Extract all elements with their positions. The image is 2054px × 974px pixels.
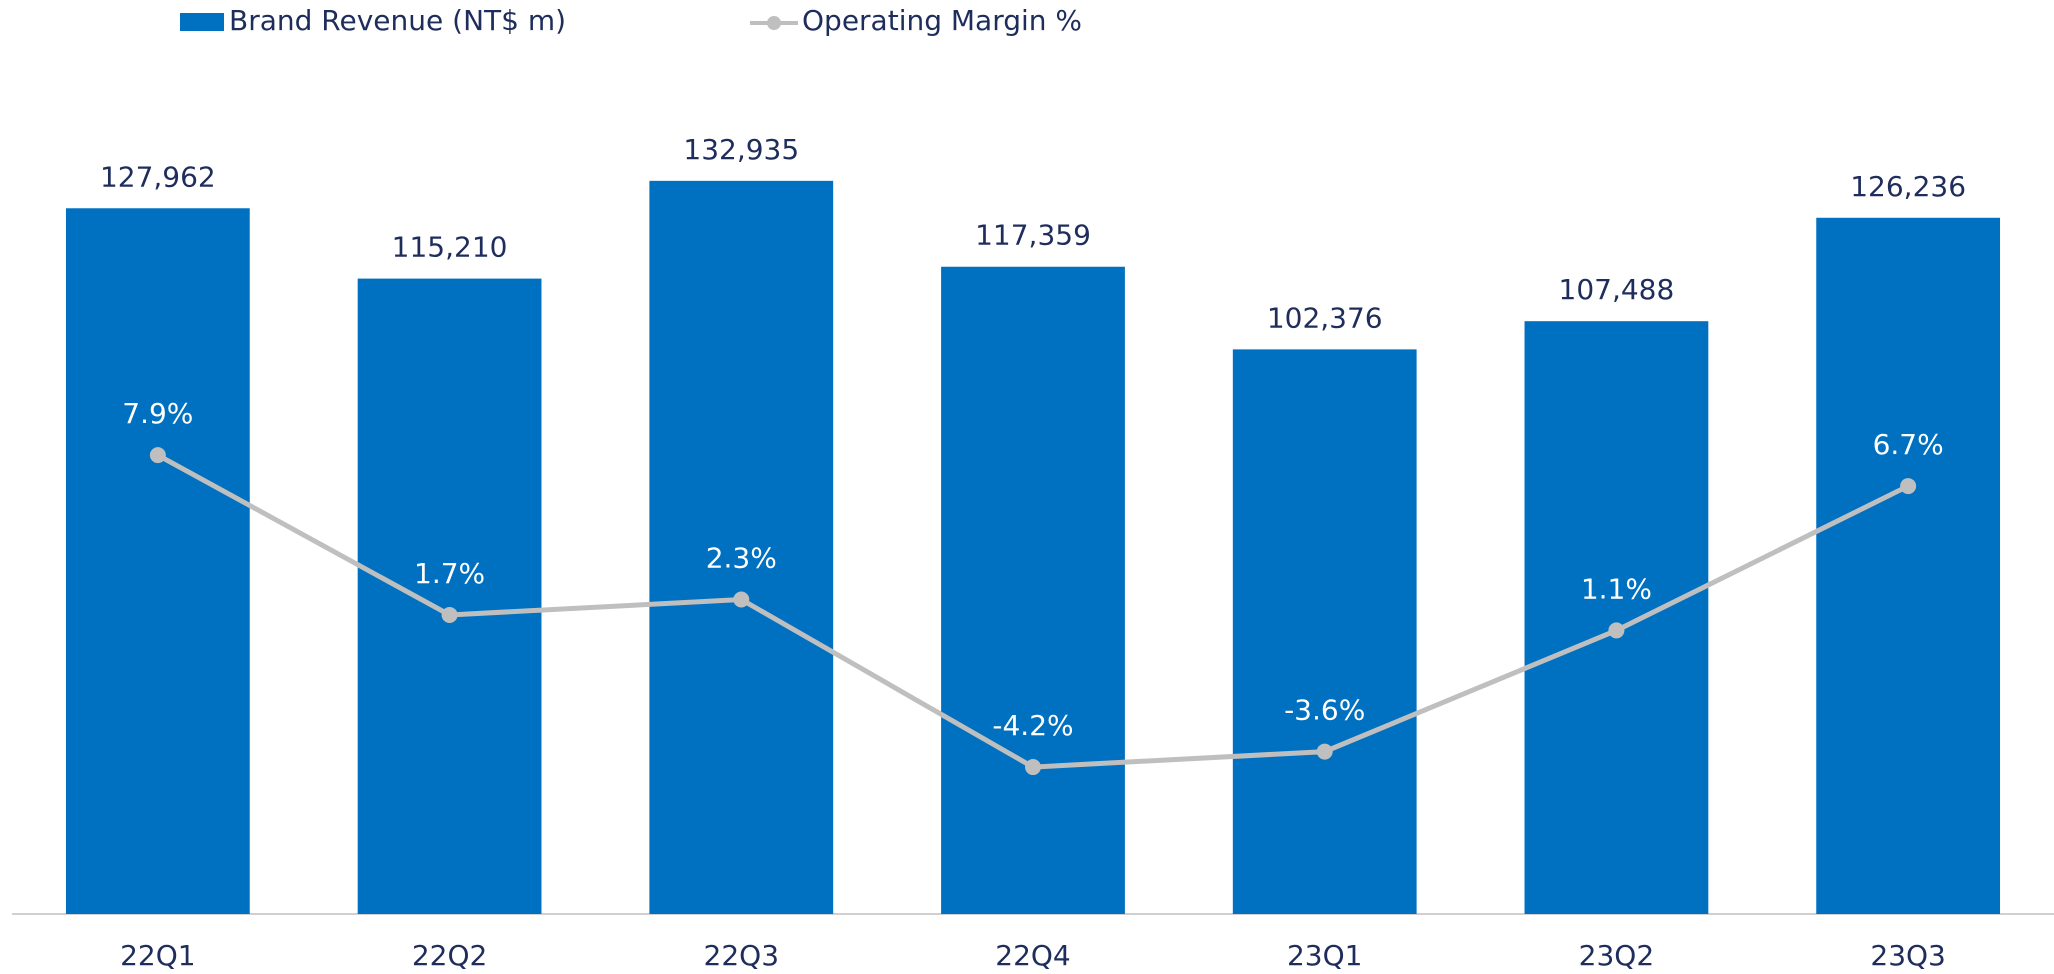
data-label: 6.7% [1873, 428, 1944, 461]
line-point [1316, 743, 1333, 760]
data-label: 102,376 [1267, 301, 1383, 334]
data-label: 1.7% [414, 557, 485, 590]
x-tick-label: 22Q2 [412, 939, 487, 972]
line-point [149, 447, 166, 464]
bar [357, 278, 542, 915]
x-tick-label: 22Q4 [995, 939, 1070, 972]
data-label: 1.1% [1581, 572, 1652, 605]
x-tick-label: 22Q1 [120, 939, 195, 972]
data-label: 132,935 [683, 133, 799, 166]
data-label: 115,210 [392, 231, 508, 264]
data-label: 2.3% [706, 541, 777, 574]
data-label: 126,236 [1850, 170, 1966, 203]
x-tick-label: 23Q1 [1287, 939, 1362, 972]
legend-swatch [180, 13, 224, 31]
data-label: -3.6% [1284, 694, 1365, 727]
legend-label: Operating Margin % [802, 4, 1082, 37]
bar [1524, 321, 1709, 915]
legend-label: Brand Revenue (NT$ m) [229, 4, 566, 37]
legend-swatch [767, 16, 781, 30]
bar [1816, 217, 2001, 915]
line-point [1025, 759, 1041, 776]
data-label: -4.2% [992, 709, 1073, 742]
x-tick-label: 23Q3 [1870, 939, 1945, 972]
bar [1232, 349, 1417, 914]
data-label: 117,359 [975, 219, 1091, 252]
bar [941, 266, 1125, 915]
data-label: 7.9% [122, 397, 193, 430]
x-tick-label: 23Q2 [1579, 939, 1654, 972]
line-point [1608, 622, 1625, 639]
bar [65, 208, 250, 914]
line-point [1900, 478, 1917, 495]
data-label: 127,962 [100, 160, 216, 193]
line-point [733, 591, 750, 608]
x-tick-label: 22Q3 [704, 939, 779, 972]
data-label: 107,488 [1559, 273, 1675, 306]
bar [649, 180, 834, 915]
line-point [441, 606, 458, 623]
